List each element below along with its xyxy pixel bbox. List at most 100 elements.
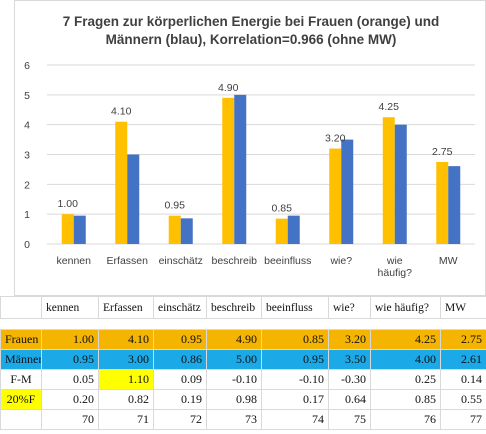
y-tick-label: 5 [24, 90, 30, 102]
table-header-cell: wie häufig? [370, 296, 441, 319]
x-category-label: einschätz [159, 255, 203, 267]
data-label: 3.20 [325, 133, 346, 145]
chart-title-line-1: 7 Fragen zur körperlichen Energie bei Fr… [63, 14, 440, 29]
table-cell: 4.25 [370, 329, 441, 350]
table-header-cell [0, 296, 42, 319]
table-header-cell: einschätz [153, 296, 207, 319]
y-tick-label: 0 [24, 239, 30, 251]
table-cell: 3.50 [328, 349, 371, 370]
table-cell: 3.00 [98, 349, 154, 370]
table-spacer-cell [1, 319, 42, 330]
table-spacer-cell [207, 319, 262, 330]
table-row-label: Frauen [0, 329, 42, 350]
y-tick-label: 1 [24, 209, 30, 221]
table-cell: -0.10 [206, 369, 262, 390]
table-cell: 2.61 [440, 349, 486, 370]
table-cell: -0.30 [328, 369, 371, 390]
x-category-label: Erfassen [107, 255, 149, 267]
table-cell: 76 [370, 409, 441, 430]
bar-frauen [382, 117, 395, 244]
y-tick-label: 4 [24, 120, 30, 132]
table-cell: 75 [328, 409, 371, 430]
table-cell: 73 [206, 409, 262, 430]
table-row-maenner: Männer 0.95 3.00 0.86 5.00 0.95 3.50 4.00 2.61 [0, 349, 486, 370]
table-cell: 3.20 [328, 329, 371, 350]
table-cell: 0.14 [440, 369, 486, 390]
table-cell: -0.10 [261, 369, 329, 390]
y-tick-label: 3 [24, 150, 30, 162]
bar-frauen [275, 218, 288, 244]
bar-frauen [329, 148, 342, 244]
table-cell: 2.75 [440, 329, 486, 350]
table-header-row: kennen Erfassen einschätz beschreib beeinflu… [0, 296, 486, 319]
chart-title-line-2: Männern (blau), Korrelation=0.966 (ohne … [106, 32, 397, 47]
table-spacer-cell [42, 319, 99, 330]
table-cell: 0.86 [153, 349, 207, 370]
bar-maenner [234, 94, 247, 244]
table-cell: 0.85 [261, 329, 329, 350]
x-category-label: wie [386, 255, 403, 267]
table-header-cell: wie? [328, 296, 371, 319]
bar-maenner [287, 215, 300, 244]
x-category-label: beschreib [211, 255, 257, 267]
table-cell: 1.00 [41, 329, 99, 350]
table-row-index: 70 71 72 73 74 75 76 77 [0, 409, 486, 430]
table-cell: 5.00 [206, 349, 262, 370]
table-spacer-cell [262, 319, 329, 330]
bar-maenner [73, 215, 86, 244]
bar-maenner [448, 166, 461, 244]
x-category-label: MW [439, 255, 458, 267]
data-label: 0.95 [165, 200, 186, 212]
table-row-label: Männer [0, 349, 42, 370]
table-header-cell: kennen [41, 296, 99, 319]
table-header-cell: Erfassen [98, 296, 154, 319]
table-cell: 0.95 [41, 349, 99, 370]
data-table: kennen Erfassen einschätz beschreib beeinflu… [0, 296, 486, 430]
bar-frauen [168, 215, 181, 244]
x-category-label: häufig? [378, 267, 413, 279]
x-category-label: beeinfluss [264, 255, 311, 267]
bar-frauen [61, 214, 74, 244]
table-spacer-cell [329, 319, 371, 330]
table-header-cell: beschreib [206, 296, 262, 319]
chart-area: 7 Fragen zur körperlichen Energie bei Fr… [14, 0, 486, 296]
table-cell: 72 [153, 409, 207, 430]
bar-maenner [180, 218, 193, 244]
table-row-label: 20%F [0, 389, 42, 410]
table-header-cell: MW [440, 296, 486, 319]
table-cell: 0.95 [153, 329, 207, 350]
data-label: 4.25 [379, 101, 400, 113]
data-label: 1.00 [58, 198, 79, 210]
table-row-label: F-M [0, 369, 42, 390]
table-spacer-row [1, 319, 486, 330]
table-cell: 0.25 [370, 369, 441, 390]
table-cell: 0.09 [153, 369, 207, 390]
data-label: 0.85 [272, 203, 293, 215]
table-cell: 0.64 [328, 389, 371, 410]
table-spacer-cell [99, 319, 154, 330]
table-cell: 1.10 [98, 369, 154, 390]
x-category-label: kennen [57, 255, 92, 267]
bar-frauen [436, 161, 449, 244]
table-cell: 70 [41, 409, 99, 430]
table-cell: 4.10 [98, 329, 154, 350]
data-table-area: kennen Erfassen einschätz beschreib beeinflu… [0, 296, 486, 434]
table-cell: 0.95 [261, 349, 329, 370]
table-header-cell: beeinfluss [261, 296, 329, 319]
bar-frauen [222, 97, 235, 244]
y-tick-label: 6 [24, 60, 30, 72]
table-cell: 0.19 [153, 389, 207, 410]
table-cell: 0.17 [261, 389, 329, 410]
table-cell: 0.82 [98, 389, 154, 410]
table-row-f-minus-m: F-M 0.05 1.10 0.09 -0.10 -0.10 -0.30 0.25 0.14 [0, 369, 486, 390]
table-cell: 4.00 [370, 349, 441, 370]
bar-maenner [394, 124, 407, 244]
x-category-label: wie? [329, 255, 352, 267]
table-cell: 0.85 [370, 389, 441, 410]
bar-maenner [341, 139, 354, 244]
bar-maenner [127, 154, 140, 244]
bar-chart: 7 Fragen zur körperlichen Energie bei Fr… [24, 14, 475, 279]
table-row-20-percent-f: 20%F 0.20 0.82 0.19 0.98 0.17 0.64 0.85 0.55 [0, 389, 486, 410]
y-tick-label: 2 [24, 179, 30, 191]
table-cell: 0.55 [440, 389, 486, 410]
